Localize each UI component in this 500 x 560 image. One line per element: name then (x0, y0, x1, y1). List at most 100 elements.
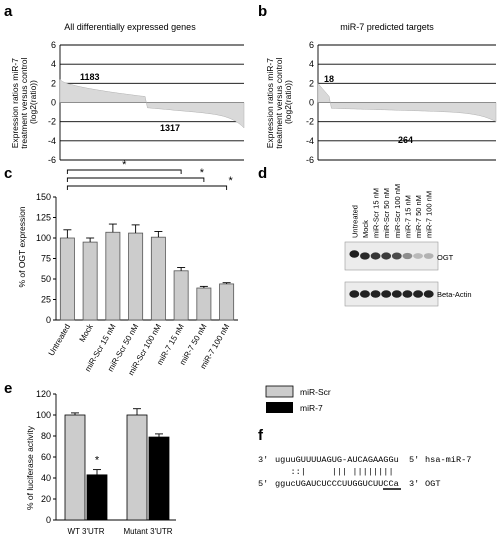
c-sig-star-0: * (122, 159, 127, 171)
panel-a-ylabel-line1: Expression ratios miR-7 (10, 58, 20, 148)
ytick--6: -6 (306, 155, 314, 165)
mir7-5p-3p-marker: 3' (258, 455, 268, 465)
blot-lane-5: miR-7 15 nM (403, 195, 412, 238)
panel-a-down-count: 1317 (160, 123, 180, 133)
mir7-label: hsa-miR-7 (425, 455, 471, 465)
panel-a-title: All differentially expressed genes (64, 22, 196, 32)
e-bar-1-0 (126, 414, 148, 521)
ogt-end-marker: 3' (409, 479, 419, 489)
panel-letter-e: e (4, 380, 12, 397)
e-sig-star: * (95, 455, 100, 467)
mir7-end-marker: 5' (409, 455, 419, 465)
ogt-sequence: ggucUGAUCUCCCUUGGUCUUCCa (275, 479, 399, 489)
c-bar-4 (150, 236, 166, 321)
blot-ogt-band-4 (391, 252, 402, 260)
legend-label-mir-scr: miR-Scr (300, 387, 331, 397)
blot-label-ogt: OGT (437, 253, 454, 262)
panel-b-ylabel-line3: (log2(ratio)) (283, 80, 293, 124)
e-ytick-60: 60 (41, 452, 51, 462)
c-sig-star-1: * (200, 167, 205, 179)
c-ytick-50: 50 (41, 274, 51, 284)
ytick--6: -6 (48, 155, 56, 165)
ytick--4: -4 (306, 136, 314, 146)
ytick-4: 4 (309, 59, 314, 69)
ytick-0: 0 (309, 98, 314, 108)
e-ytick-0: 0 (46, 515, 51, 525)
e-category-0: WT 3'UTR (68, 527, 105, 536)
blot-ogt-band-7 (423, 253, 434, 259)
c-bar-0 (59, 237, 75, 321)
blot-actin-band-7 (423, 290, 434, 298)
panel-letter-b: b (258, 3, 267, 20)
panel-a-yticks: -6 -4 -2 0 2 4 6 (48, 40, 56, 165)
mir7-sequence: uguuGUUUUAGUG-AUCAGAAGGu (275, 455, 399, 465)
panel-b-up-count: 18 (324, 74, 334, 84)
c-sig-bracket-0 (66, 169, 182, 174)
ytick-0: 0 (51, 98, 56, 108)
panel-b-ratio-area (317, 82, 497, 123)
blot-ogt-band-1 (360, 252, 370, 260)
panel-a-ylabel-line3: (log2(ratio)) (28, 80, 38, 124)
c-category-1: Mock (78, 322, 96, 344)
ytick-2: 2 (309, 78, 314, 88)
ytick-6: 6 (309, 40, 314, 50)
e-ytick-20: 20 (41, 494, 51, 504)
panel-a-up-count: 1183 (80, 72, 100, 82)
blot-actin-band-1 (359, 290, 370, 298)
c-category-0: Untreated (47, 323, 72, 358)
legend-label-mir-7: miR-7 (300, 403, 323, 413)
blot-actin-band-2 (370, 290, 381, 298)
ytick--2: -2 (48, 117, 56, 127)
blot-actin-band-4 (391, 290, 402, 298)
panel-a-ylabel-line2: treatment versus control (19, 57, 29, 148)
blot-lane-2: miR-Scr 15 nM (372, 188, 381, 238)
panel-b-ylabel: Expression ratios miR-7 treatment versus… (265, 55, 293, 149)
pairing-line: ::| ||| |||||||| (275, 467, 399, 477)
c-sig-star-2: * (228, 175, 233, 187)
panel-b-down-count: 264 (398, 135, 413, 145)
blot-lane-7: miR-7 100 nM (425, 191, 434, 238)
e-bar-1-1 (148, 436, 170, 521)
panel-d-blot: Untreated Mock miR-Scr 15 nM miR-Scr 50 nM m… (344, 184, 439, 307)
ytick--2: -2 (306, 117, 314, 127)
panel-a-ratio-area (59, 78, 245, 129)
c-ytick-125: 125 (36, 213, 51, 223)
blot-ogt-band-2 (370, 252, 381, 260)
c-bar-6 (196, 287, 212, 321)
panel-b-ylabel-line1: Expression ratios miR-7 (265, 58, 275, 148)
blot-ogt-band-0 (349, 250, 360, 258)
panel-b-title: miR-7 predicted targets (340, 22, 434, 32)
blot-lane-6: miR-7 50 nM (414, 195, 423, 238)
e-bar-0-0 (64, 414, 86, 521)
ytick-4: 4 (51, 59, 56, 69)
panel-e-ylabel: % of luciferase activity (25, 425, 35, 510)
e-ytick-80: 80 (41, 431, 51, 441)
ytick-6: 6 (51, 40, 56, 50)
panel-b-ylabel-line2: treatment versus control (274, 57, 284, 148)
blot-ogt-band-3 (381, 252, 392, 260)
e-category-1: Mutant 3'UTR (123, 527, 172, 536)
e-ytick-100: 100 (36, 410, 51, 420)
blot-ogt-band-5 (402, 252, 413, 260)
blot-lane-0: Untreated (350, 205, 359, 238)
e-ytick-40: 40 (41, 473, 51, 483)
c-ytick-75: 75 (41, 254, 51, 264)
blot-lane-4: miR-Scr 100 nM (393, 184, 402, 238)
c-ytick-100: 100 (36, 233, 51, 243)
blot-actin-band-6 (413, 290, 424, 298)
c-bar-3 (128, 232, 144, 321)
panel-letter-d: d (258, 165, 267, 182)
blot-actin-band-5 (402, 290, 413, 298)
panel-c-ylabel: % of OGT expression (17, 206, 27, 287)
c-bar-2 (105, 231, 121, 321)
blot-actin-band-3 (381, 290, 392, 298)
ogt-start-marker: 5' (258, 479, 268, 489)
c-ytick-0: 0 (46, 315, 51, 325)
c-ytick-150: 150 (36, 192, 51, 202)
e-bar-0-1 (86, 474, 108, 521)
e-ytick-120: 120 (36, 389, 51, 399)
panel-letter-f: f (258, 427, 264, 444)
